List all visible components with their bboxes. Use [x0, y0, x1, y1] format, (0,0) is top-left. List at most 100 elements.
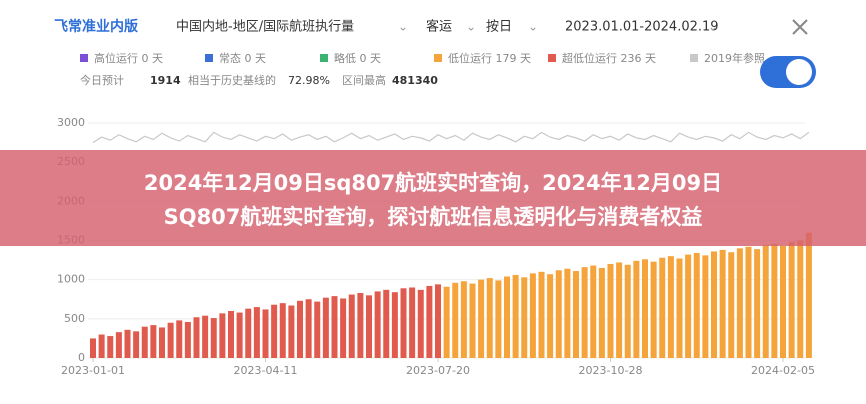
bar	[616, 262, 623, 358]
bar	[253, 307, 260, 358]
bar	[736, 248, 743, 358]
bar	[624, 264, 631, 358]
legend-swatch	[690, 54, 698, 62]
stat-value: 481340	[392, 74, 438, 87]
bar	[685, 254, 692, 358]
bar	[728, 252, 735, 358]
bar	[331, 296, 338, 358]
bar	[762, 245, 769, 358]
legend-label: 略低 0 天	[334, 51, 381, 65]
legend-swatch	[434, 54, 442, 62]
toggle[interactable]	[760, 56, 816, 88]
bar	[676, 258, 683, 358]
legend-label: 低位运行 179 天	[448, 51, 531, 65]
bar	[176, 320, 183, 358]
bar	[305, 299, 312, 358]
mode-dropdown[interactable]: 客运	[426, 19, 452, 35]
x-tick-label: 2023-04-11	[234, 364, 298, 377]
bar	[400, 288, 407, 358]
bar	[555, 270, 562, 358]
bar	[771, 243, 778, 358]
legend-swatch	[320, 54, 328, 62]
bar	[650, 261, 657, 358]
stat-label: 今日预计	[80, 73, 124, 87]
bar	[805, 232, 812, 358]
bar	[271, 304, 278, 358]
legend-swatch	[205, 54, 213, 62]
x-tick-label: 2023-01-01	[61, 364, 125, 377]
bar	[297, 300, 303, 358]
y-tick-label: 500	[64, 312, 85, 325]
legend-label: 超低位运行 236 天	[562, 51, 656, 65]
bar	[633, 260, 640, 358]
bar	[512, 274, 519, 358]
close-button[interactable]	[792, 19, 808, 35]
bar	[745, 246, 752, 358]
bar	[460, 281, 467, 358]
bar	[288, 305, 295, 358]
bar	[598, 267, 605, 358]
bar	[115, 332, 122, 358]
reference-line	[92, 131, 810, 144]
bar	[391, 292, 398, 358]
bar	[719, 249, 726, 358]
bar	[219, 313, 226, 358]
bar	[150, 325, 157, 358]
bar	[124, 329, 131, 358]
bar	[452, 282, 459, 358]
bar	[780, 245, 786, 358]
bar	[374, 291, 381, 358]
y-tick-label: 1000	[57, 273, 85, 286]
bar	[348, 294, 355, 358]
bar	[228, 311, 234, 358]
close-icon	[792, 19, 808, 35]
bar	[702, 255, 709, 358]
bar	[547, 274, 554, 358]
date-range[interactable]: 2023.01.01-2024.02.19	[565, 20, 719, 35]
bar	[581, 267, 588, 358]
bar	[236, 312, 243, 358]
bar	[107, 336, 114, 358]
bar	[409, 287, 416, 358]
legend-swatch	[80, 54, 88, 62]
legend-swatch	[548, 54, 556, 62]
bar	[210, 318, 217, 358]
bar	[383, 289, 390, 358]
y-tick-label: 0	[78, 351, 85, 364]
bar	[167, 322, 174, 358]
bar	[322, 297, 329, 358]
caret: ⌄	[528, 20, 538, 34]
toggle-knob	[786, 59, 812, 85]
bar	[797, 240, 804, 358]
bar	[202, 315, 209, 358]
legend: 高位运行 0 天 常态 0 天 略低 0 天 低位运行 179 天 超低位运行 236 …	[80, 51, 765, 65]
scope-dropdown[interactable]: 中国内地-地区/国际航班执行量	[176, 19, 354, 35]
y-tick-label: 3000	[57, 116, 85, 129]
bar	[469, 283, 476, 358]
bar	[642, 259, 648, 358]
bar	[133, 331, 140, 358]
bar	[262, 309, 269, 358]
caret: ⌄	[466, 20, 476, 34]
bar	[90, 338, 96, 358]
bar	[478, 279, 485, 358]
bar	[521, 277, 528, 358]
legend-label: 2019年参照	[704, 51, 765, 65]
banner-line: SQ807航班实时查询，探讨航班信息透明化与消费者权益	[164, 205, 703, 229]
bar	[495, 280, 502, 358]
bar	[573, 271, 579, 358]
bar	[538, 271, 545, 358]
bar	[245, 308, 252, 358]
caret: ⌄	[398, 20, 408, 34]
caret: ⌄	[708, 20, 718, 34]
bar	[486, 278, 493, 358]
bar	[529, 273, 536, 358]
bar	[607, 264, 614, 358]
bar	[279, 303, 286, 358]
bar	[711, 251, 717, 358]
bar	[366, 295, 372, 358]
granularity-dropdown[interactable]: 按日	[486, 20, 512, 35]
stat-label: 相当于历史基线的	[188, 73, 276, 87]
bar	[426, 285, 433, 358]
